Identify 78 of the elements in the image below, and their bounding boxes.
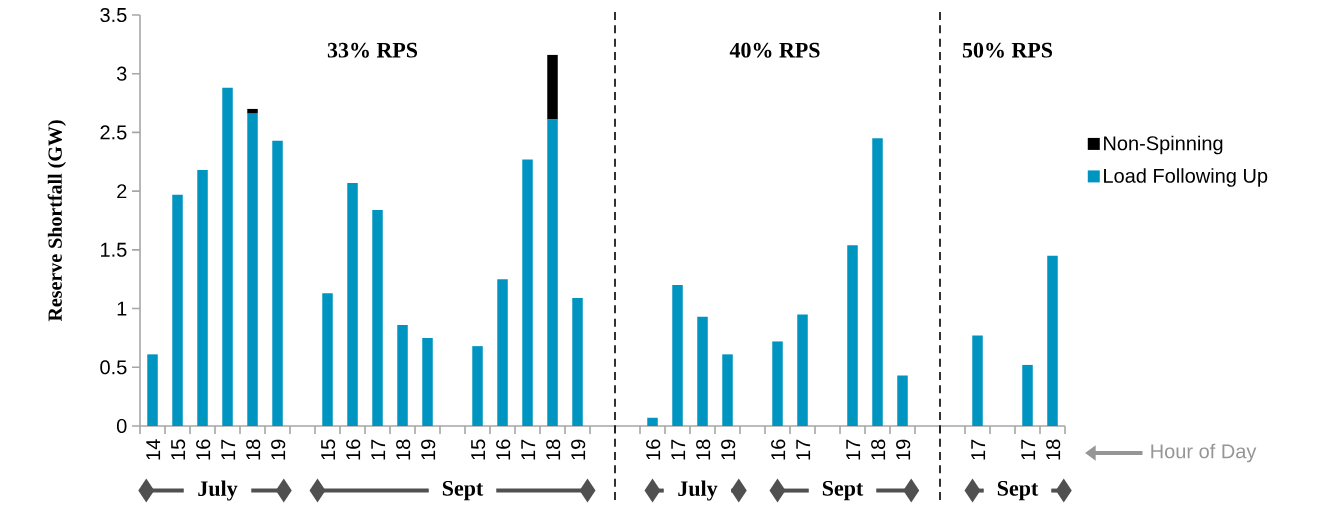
bar: [572, 297, 583, 426]
bar: [472, 346, 483, 426]
x-tick-label: 18: [396, 439, 411, 460]
x-tick-label: 17: [796, 439, 811, 460]
bar: [897, 375, 908, 426]
y-axis-title: Reserve Shortfall (GW): [47, 120, 66, 322]
x-tick-label: 16: [196, 439, 211, 460]
x-tick-label: 18: [546, 439, 561, 460]
y-tick-label: 2.5: [100, 125, 127, 140]
annotation: 33% RPS: [327, 42, 418, 58]
x-tick-label: 16: [496, 439, 511, 460]
x-tick-label: 16: [771, 439, 786, 460]
annotation: 50% RPS: [962, 42, 1053, 58]
y-tick-label: 0.5: [100, 360, 127, 375]
bar: [422, 337, 433, 426]
bar: [797, 314, 808, 426]
bar: [872, 138, 883, 426]
x-tick-label: 17: [1021, 439, 1036, 460]
text: Sept: [442, 480, 484, 501]
x-tick-label: 17: [371, 439, 386, 460]
bar: [547, 54, 558, 120]
bar: [347, 182, 358, 426]
bar: [497, 279, 508, 426]
x-tick-label: 18: [871, 439, 886, 460]
text: July: [198, 480, 238, 501]
legend-label: Non-Spinning: [1104, 135, 1223, 155]
bar: [147, 354, 158, 426]
x-tick-label: 15: [321, 439, 336, 460]
bar: [1047, 255, 1058, 426]
x-tick-label: 15: [471, 439, 486, 460]
bar: [647, 417, 658, 426]
y-tick-label: 0: [116, 418, 127, 434]
bar: [722, 354, 733, 426]
bar: [272, 140, 283, 426]
bar: [972, 335, 983, 426]
bar: [847, 245, 858, 426]
bar: [322, 293, 333, 426]
x-tick-label: 19: [571, 439, 586, 460]
bar: [247, 113, 258, 426]
annotation: 40% RPS: [729, 42, 820, 58]
bar: [197, 170, 208, 426]
x-tick-label: 17: [221, 439, 236, 460]
text: July: [678, 480, 718, 501]
bar: [1022, 364, 1033, 426]
bar: [247, 108, 258, 114]
bar: [672, 285, 683, 426]
bar: [522, 159, 533, 426]
x-tick-label: 16: [646, 439, 661, 460]
text: Hour of Day: [1151, 443, 1257, 463]
bar: [222, 87, 233, 426]
x-tick-label: 14: [146, 439, 161, 460]
y-tick-label: 3: [116, 66, 127, 81]
x-tick-label: 19: [896, 439, 911, 460]
x-tick-label: 17: [671, 439, 686, 460]
x-tick-label: 18: [1046, 439, 1061, 460]
text: Sept: [997, 480, 1039, 501]
y-tick-label: 3.5: [100, 7, 127, 23]
bar: [397, 325, 408, 426]
x-tick-label: 18: [246, 439, 261, 460]
bar: [172, 194, 183, 426]
legend-label: Load Following Up: [1104, 168, 1268, 187]
y-tick-label: 1.5: [101, 242, 127, 257]
x-tick-label: 19: [421, 439, 436, 460]
x-tick-label: 19: [721, 439, 736, 460]
bar: [547, 119, 558, 426]
text: Sept: [822, 480, 864, 501]
x-tick-label: 17: [971, 439, 986, 460]
x-tick-label: 16: [346, 439, 361, 460]
bar: [772, 341, 783, 426]
x-tick-label: 17: [521, 439, 536, 460]
x-tick-label: 19: [271, 439, 286, 460]
y-tick-label: 1: [117, 301, 127, 316]
x-tick-label: 15: [171, 439, 186, 460]
x-tick-label: 18: [696, 439, 711, 460]
bar: [697, 316, 708, 426]
x-tick-label: 17: [846, 439, 861, 460]
bar: [372, 209, 383, 426]
y-tick-label: 2: [117, 184, 127, 199]
